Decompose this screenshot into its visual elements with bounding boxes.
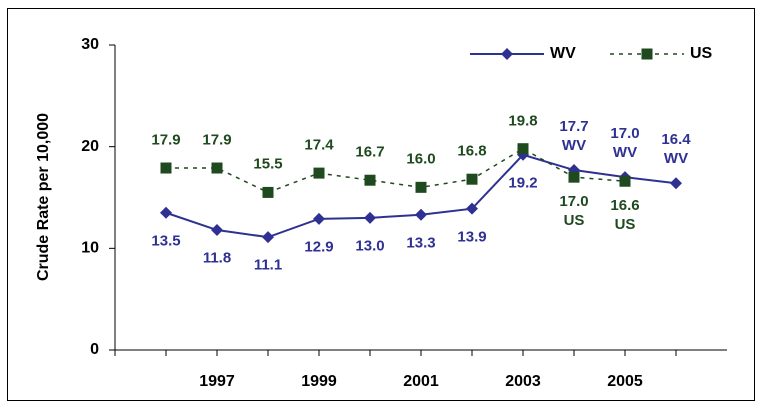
x-tick-label: 1997 bbox=[199, 373, 235, 390]
value-label: 11.8 bbox=[202, 249, 232, 267]
data-point bbox=[160, 162, 172, 174]
value-label: 16.7 bbox=[355, 143, 385, 161]
legend-label: US bbox=[690, 45, 713, 62]
value-label: 16.8 bbox=[457, 142, 487, 160]
value-label: 13.5 bbox=[151, 232, 181, 250]
value-label: 13.3 bbox=[406, 234, 436, 252]
data-point bbox=[466, 202, 478, 215]
data-point bbox=[568, 171, 580, 183]
data-point bbox=[364, 211, 376, 224]
border bbox=[7, 8, 755, 401]
value-label: 13.0 bbox=[355, 237, 385, 255]
value-label: 13.9 bbox=[457, 228, 487, 246]
value-label: 19.2 bbox=[508, 174, 538, 192]
value-label: 17.0 US bbox=[559, 193, 589, 230]
legend-marker bbox=[501, 48, 513, 60]
y-tick-label: 30 bbox=[81, 36, 99, 53]
data-point bbox=[160, 206, 172, 219]
value-label: 16.0 bbox=[406, 150, 436, 168]
data-point bbox=[517, 143, 529, 155]
data-point bbox=[262, 231, 274, 244]
value-label: 17.0 WV bbox=[610, 125, 640, 162]
data-point bbox=[466, 173, 478, 185]
value-label: 17.9 bbox=[202, 131, 232, 149]
x-tick-label: 2001 bbox=[403, 373, 439, 390]
value-label: 17.9 bbox=[151, 131, 181, 149]
value-label: 16.6 US bbox=[610, 197, 640, 234]
legend-label: WV bbox=[550, 45, 576, 62]
data-point bbox=[670, 177, 682, 190]
data-point bbox=[313, 212, 325, 225]
data-point bbox=[211, 162, 223, 174]
series-line bbox=[166, 147, 626, 194]
y-tick-label: 20 bbox=[81, 138, 99, 155]
data-point bbox=[619, 175, 631, 187]
value-label: 17.7 WV bbox=[559, 118, 589, 155]
value-label: 17.4 bbox=[304, 136, 334, 154]
data-point bbox=[313, 167, 325, 179]
x-tick-label: 1999 bbox=[301, 373, 337, 390]
data-point bbox=[211, 224, 223, 237]
data-point bbox=[262, 186, 274, 198]
y-tick-label: 0 bbox=[90, 341, 99, 358]
value-label: 16.4 WV bbox=[661, 131, 691, 168]
value-label: 19.8 bbox=[508, 112, 538, 130]
x-tick-label: 2003 bbox=[505, 373, 541, 390]
x-tick-label: 2005 bbox=[607, 373, 643, 390]
data-point bbox=[364, 174, 376, 186]
value-label: 12.9 bbox=[304, 238, 334, 256]
value-label: 15.5 bbox=[253, 155, 283, 173]
value-label: 11.1 bbox=[253, 256, 283, 274]
y-axis-label: Crude Rate per 10,000 bbox=[35, 113, 52, 281]
y-tick-label: 10 bbox=[81, 240, 99, 257]
data-point bbox=[415, 208, 427, 221]
legend-marker bbox=[641, 48, 653, 60]
data-point bbox=[415, 181, 427, 193]
